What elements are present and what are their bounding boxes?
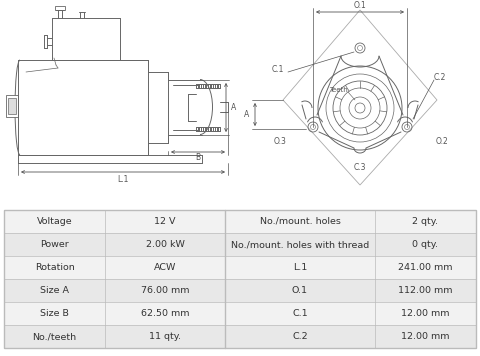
Text: 12.00 mm: 12.00 mm (401, 332, 450, 341)
Text: 76.00 mm: 76.00 mm (141, 286, 189, 295)
Text: Rotation: Rotation (35, 263, 74, 272)
Text: C.1: C.1 (292, 309, 308, 318)
FancyBboxPatch shape (8, 98, 16, 114)
FancyBboxPatch shape (4, 210, 476, 233)
Text: C.3: C.3 (354, 163, 366, 173)
Text: L.1: L.1 (117, 174, 129, 183)
Text: O.2: O.2 (436, 137, 448, 147)
Text: 62.50 mm: 62.50 mm (141, 309, 189, 318)
Text: A: A (231, 103, 237, 112)
Text: Teeth: Teeth (329, 87, 348, 93)
FancyBboxPatch shape (6, 95, 18, 117)
Text: C.2: C.2 (292, 332, 308, 341)
Text: No./mount. holes with thread: No./mount. holes with thread (231, 240, 369, 249)
Text: C.2: C.2 (434, 73, 446, 83)
Text: B: B (195, 153, 201, 162)
FancyBboxPatch shape (4, 302, 476, 325)
FancyBboxPatch shape (4, 256, 476, 279)
Text: No./mount. holes: No./mount. holes (260, 217, 340, 226)
Text: Size B: Size B (40, 309, 69, 318)
Text: 112.00 mm: 112.00 mm (398, 286, 453, 295)
Text: O.1: O.1 (292, 286, 308, 295)
Text: Size A: Size A (40, 286, 69, 295)
FancyBboxPatch shape (4, 279, 476, 302)
Text: 12.00 mm: 12.00 mm (401, 309, 450, 318)
Text: 2.00 kW: 2.00 kW (145, 240, 184, 249)
FancyBboxPatch shape (4, 325, 476, 348)
FancyBboxPatch shape (4, 233, 476, 256)
Text: A: A (244, 110, 250, 119)
Text: No./teeth: No./teeth (33, 332, 77, 341)
Text: L.1: L.1 (293, 263, 307, 272)
Text: 11 qty.: 11 qty. (149, 332, 181, 341)
Text: 12 V: 12 V (154, 217, 176, 226)
Text: C.1: C.1 (272, 66, 284, 74)
Text: Power: Power (40, 240, 69, 249)
Text: O.3: O.3 (274, 137, 287, 147)
Text: ACW: ACW (154, 263, 176, 272)
Text: O.1: O.1 (354, 1, 366, 10)
Text: 2 qty.: 2 qty. (412, 217, 439, 226)
Text: Voltage: Voltage (36, 217, 72, 226)
Text: 0 qty.: 0 qty. (412, 240, 439, 249)
Text: 241.00 mm: 241.00 mm (398, 263, 453, 272)
FancyBboxPatch shape (55, 6, 65, 10)
